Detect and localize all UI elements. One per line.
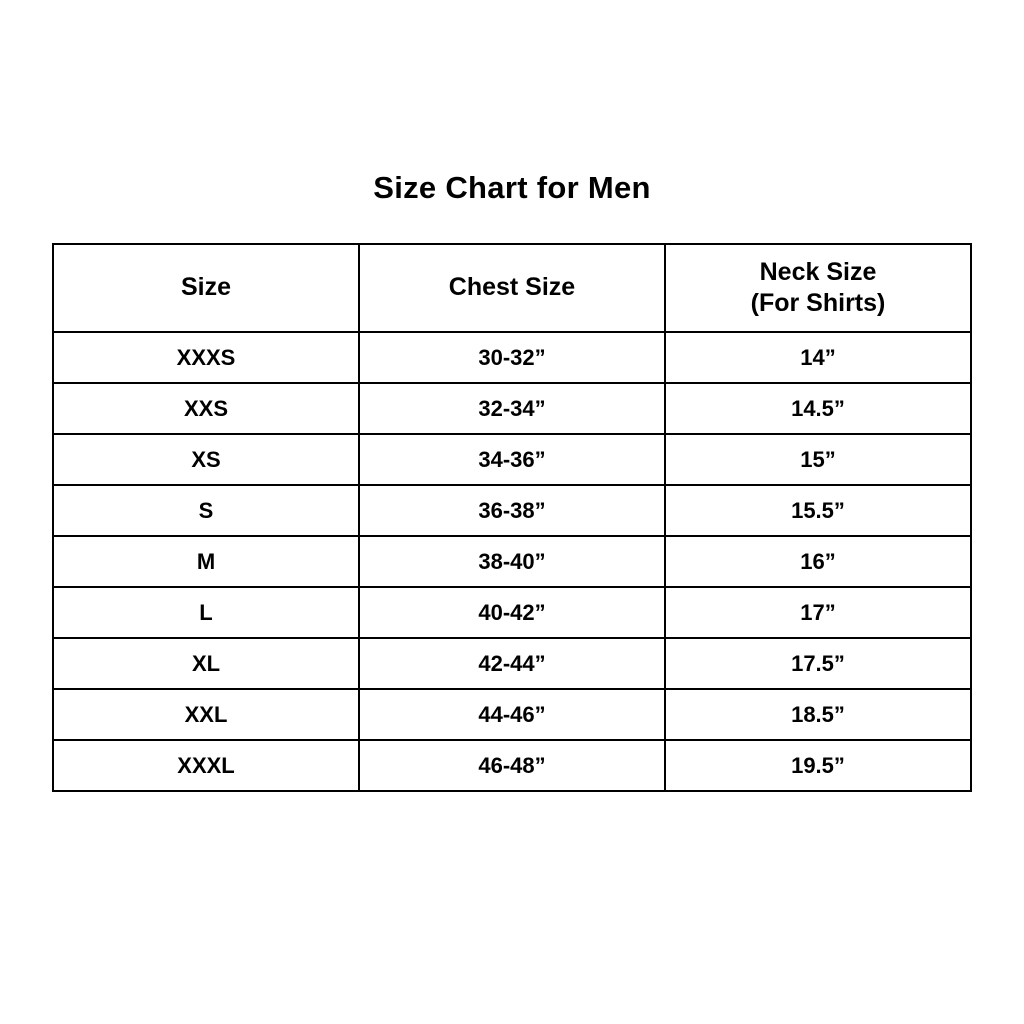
table-row: XXXL 46-48” 19.5” bbox=[52, 739, 972, 792]
table-row: XS 34-36” 15” bbox=[52, 433, 972, 486]
chest-size-cell: 46-48” bbox=[358, 739, 666, 792]
size-cell: XL bbox=[52, 637, 360, 690]
size-chart-table: Size Chest Size Neck Size (For Shirts) X… bbox=[52, 243, 972, 792]
neck-size-cell: 16” bbox=[664, 535, 972, 588]
chest-size-cell: 30-32” bbox=[358, 331, 666, 384]
page-title: Size Chart for Men bbox=[373, 170, 651, 205]
chest-size-cell: 38-40” bbox=[358, 535, 666, 588]
column-header-label: Size bbox=[180, 273, 232, 302]
header-row: Size Chest Size Neck Size (For Shirts) bbox=[52, 243, 972, 333]
size-cell: XS bbox=[52, 433, 360, 486]
size-cell: XXS bbox=[52, 382, 360, 435]
neck-size-cell: 14.5” bbox=[664, 382, 972, 435]
chest-size-cell: 40-42” bbox=[358, 586, 666, 639]
neck-size-cell: 15.5” bbox=[664, 484, 972, 537]
neck-size-cell: 17.5” bbox=[664, 637, 972, 690]
column-header-label: Chest Size bbox=[448, 273, 576, 302]
size-cell: XXXL bbox=[52, 739, 360, 792]
table-row: M 38-40” 16” bbox=[52, 535, 972, 588]
size-cell: M bbox=[52, 535, 360, 588]
neck-size-cell: 14” bbox=[664, 331, 972, 384]
chest-size-cell: 42-44” bbox=[358, 637, 666, 690]
table-row: L 40-42” 17” bbox=[52, 586, 972, 639]
chest-size-cell: 44-46” bbox=[358, 688, 666, 741]
chest-size-cell: 34-36” bbox=[358, 433, 666, 486]
neck-size-cell: 19.5” bbox=[664, 739, 972, 792]
size-cell: L bbox=[52, 586, 360, 639]
chest-size-cell: 36-38” bbox=[358, 484, 666, 537]
size-cell: S bbox=[52, 484, 360, 537]
table-row: XXS 32-34” 14.5” bbox=[52, 382, 972, 435]
table-row: XL 42-44” 17.5” bbox=[52, 637, 972, 690]
size-cell: XXL bbox=[52, 688, 360, 741]
column-header-size: Size bbox=[52, 243, 360, 333]
table-row: XXXS 30-32” 14” bbox=[52, 331, 972, 384]
size-cell: XXXS bbox=[52, 331, 360, 384]
column-header-sublabel: (For Shirts) bbox=[750, 289, 886, 317]
column-header-neck-size: Neck Size (For Shirts) bbox=[664, 243, 972, 333]
chest-size-cell: 32-34” bbox=[358, 382, 666, 435]
neck-size-cell: 15” bbox=[664, 433, 972, 486]
column-header-chest-size: Chest Size bbox=[358, 243, 666, 333]
column-header-label: Neck Size bbox=[759, 257, 877, 286]
table-row: S 36-38” 15.5” bbox=[52, 484, 972, 537]
neck-size-cell: 18.5” bbox=[664, 688, 972, 741]
neck-size-cell: 17” bbox=[664, 586, 972, 639]
table-row: XXL 44-46” 18.5” bbox=[52, 688, 972, 741]
